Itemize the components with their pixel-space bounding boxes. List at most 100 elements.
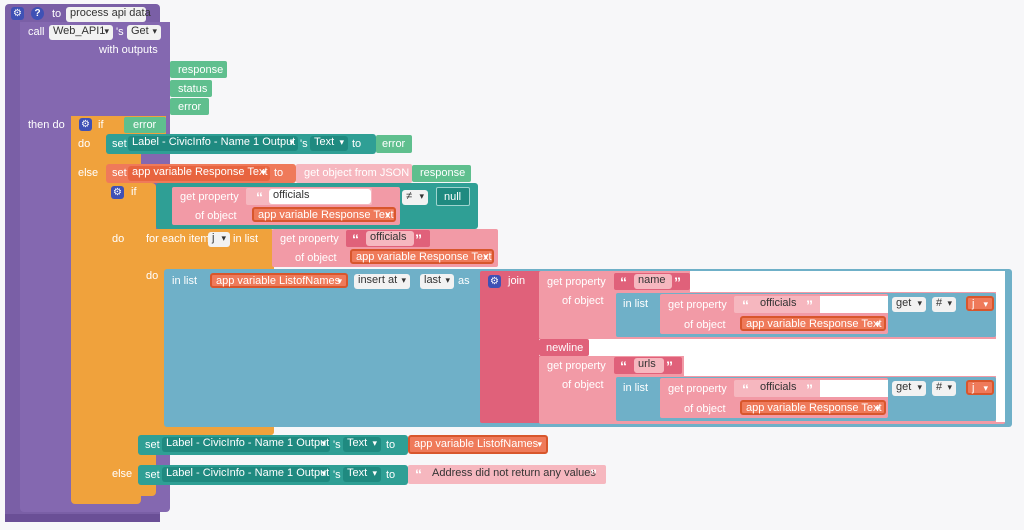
insert-in-list: in list (172, 275, 198, 287)
set3-prop-dropdown[interactable]: Text (343, 437, 381, 452)
if2-of-object: of object (195, 210, 237, 222)
newline-label: newline (546, 342, 584, 354)
join1-in-list: in list (623, 298, 649, 310)
join2-prop-field[interactable]: urls (634, 358, 664, 373)
call-keyword: call (28, 26, 45, 38)
join2-idx-dropdown[interactable]: j (966, 380, 994, 395)
set1-possessive: 's (300, 138, 308, 150)
set4-string-field[interactable]: Address did not return any values (432, 467, 596, 479)
join2-of-object: of object (562, 379, 604, 391)
for-each-do: do (146, 270, 159, 282)
set2-keyword: set (112, 167, 127, 179)
newline-block[interactable] (539, 339, 589, 356)
join2-inner-get-property-label: get property (668, 383, 727, 395)
method-dropdown[interactable]: Get (127, 25, 161, 40)
join-label: join (508, 275, 526, 287)
set4-prop-dropdown[interactable]: Text (343, 467, 381, 482)
do-keyword: do (78, 138, 91, 150)
join1-prop-field[interactable]: name (634, 274, 672, 289)
join1-inner-obj-dropdown[interactable]: app variable Response Text (740, 316, 886, 331)
join2-quote-open: “ (620, 358, 627, 374)
set4-keyword: set (145, 469, 160, 481)
set3-value-dropdown[interactable]: app variable ListofNames (408, 435, 548, 454)
foreach-of-object: of object (295, 252, 337, 264)
set3-to: to (386, 439, 396, 451)
set4-quote-close: ” (590, 466, 597, 482)
set1-value[interactable] (376, 135, 412, 153)
join1-inner-get-property-label: get property (668, 299, 727, 311)
join2-white-bg2 (996, 376, 1005, 422)
procedure-bottom (5, 514, 160, 522)
output-response-label: response (178, 64, 224, 76)
output-error-label: error (178, 101, 202, 113)
for-each-in-list: in list (233, 233, 259, 245)
output-status[interactable] (170, 80, 212, 97)
join2-quote-close: ” (666, 358, 673, 374)
insert-last-dropdown[interactable]: last (420, 274, 454, 289)
join2-inner-of-object: of object (684, 403, 726, 415)
compare-operator[interactable]: ≠ (402, 190, 428, 205)
join1-idx-dropdown[interactable]: j (966, 296, 994, 311)
null-block[interactable] (436, 187, 470, 206)
foreach-quote-open: “ (352, 231, 359, 247)
set1-prop-dropdown[interactable]: Text (310, 136, 348, 151)
set-keyword: set (112, 138, 127, 150)
join2-hash-dropdown[interactable]: # (932, 381, 956, 396)
output-response[interactable] (170, 61, 227, 78)
set3-possessive: 's (333, 439, 341, 451)
join1-get-property-label: get property (547, 276, 606, 288)
set3-keyword: set (145, 439, 160, 451)
set3-component-dropdown[interactable]: Label - CivicInfo - Name 1 Output (162, 437, 330, 452)
get-object-from-json-block[interactable] (296, 164, 412, 183)
set2-var-dropdown[interactable]: app variable Response Text (128, 166, 270, 181)
gear-icon[interactable]: ⚙ (11, 7, 24, 20)
set4-possessive: 's (333, 469, 341, 481)
join2-inner-prop-field[interactable]: officials (756, 381, 818, 396)
if-gear-icon[interactable]: ⚙ (79, 118, 92, 131)
join1-inner-quote-open: “ (742, 297, 749, 313)
join2-get-dropdown[interactable]: get (892, 381, 926, 396)
join1-hash-dropdown[interactable]: # (932, 297, 956, 312)
inner-if-gear-icon[interactable]: ⚙ (111, 186, 124, 199)
newline-row-bg (539, 339, 1005, 356)
output-error[interactable] (170, 98, 209, 115)
if2-get-property-label: get property (180, 191, 239, 203)
if-condition-error[interactable] (124, 117, 166, 133)
else-keyword: else (78, 167, 99, 179)
insert-at-dropdown[interactable]: insert at (354, 274, 410, 289)
possessive-label: 's (116, 26, 124, 38)
output-status-label: status (178, 83, 208, 95)
inner-do-keyword: do (112, 233, 125, 245)
join1-inner-of-object: of object (684, 319, 726, 331)
join1-quote-close: ” (674, 274, 681, 290)
json-arg-response[interactable] (412, 165, 471, 182)
set4-quote-open: “ (415, 466, 422, 482)
foreach-obj-dropdown[interactable]: app variable Response Text (350, 249, 494, 264)
help-icon[interactable]: ? (31, 7, 44, 20)
join2-inner-obj-dropdown[interactable]: app variable Response Text (740, 400, 886, 415)
foreach-prop-field[interactable]: officials (366, 231, 414, 246)
join-gear-icon[interactable]: ⚙ (488, 275, 501, 288)
if2-prop-field[interactable]: officials (269, 189, 371, 204)
set1-to: to (352, 138, 362, 150)
join1-white-bg2 (996, 292, 1005, 339)
insert-list-dropdown[interactable]: app variable ListofNames (210, 273, 348, 288)
join1-get-dropdown[interactable]: get (892, 297, 926, 312)
inner-if-keyword: if (131, 186, 137, 198)
set1-component-dropdown[interactable]: Label - CivicInfo - Name 1 Output (128, 136, 298, 151)
component-dropdown[interactable]: Web_API1 (49, 25, 113, 40)
then-do-label: then do (28, 119, 65, 131)
set4-component-dropdown[interactable]: Label - CivicInfo - Name 1 Output (162, 467, 330, 482)
set4-string-block[interactable] (408, 465, 606, 484)
for-each-var[interactable]: j (208, 232, 230, 247)
insert-as: as (458, 275, 470, 287)
if2-obj-dropdown[interactable]: app variable Response Text (252, 207, 396, 222)
join1-inner-prop-field[interactable]: officials (756, 297, 818, 312)
join2-get-property-label: get property (547, 360, 606, 372)
procedure-name-field[interactable]: process api data (66, 7, 151, 22)
join1-inner-white (820, 296, 888, 313)
join2-inner-quote-open: “ (742, 381, 749, 397)
if-keyword: if (98, 119, 104, 131)
join1-white-bg (690, 271, 1005, 292)
set4-to: to (386, 469, 396, 481)
